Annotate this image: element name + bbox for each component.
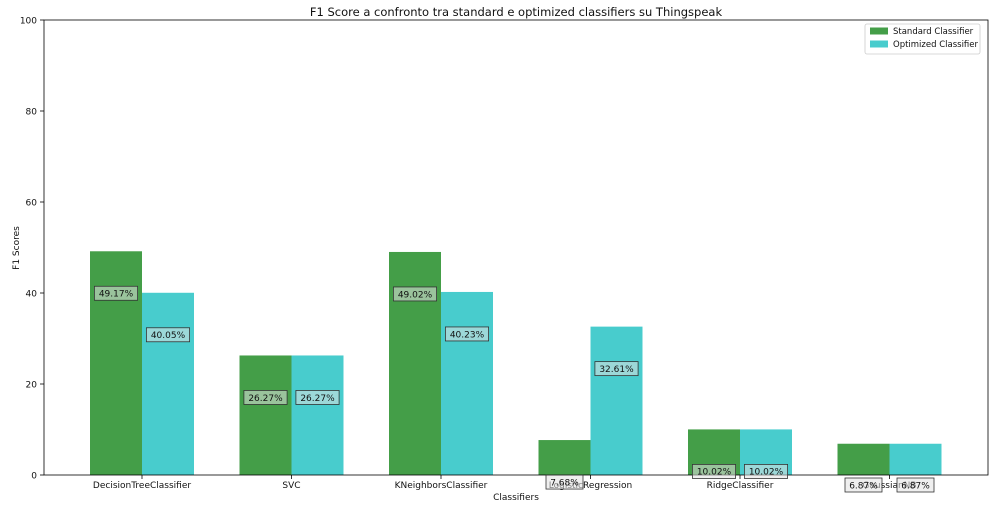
plot-frame bbox=[43, 19, 989, 476]
y-tick-label: 40 bbox=[26, 290, 38, 300]
y-tick-label: 60 bbox=[26, 199, 38, 209]
legend-label: Optimized Classifier bbox=[893, 40, 979, 50]
data-label: 10.02% bbox=[749, 468, 784, 478]
data-label: 49.02% bbox=[398, 290, 433, 300]
data-label-box bbox=[295, 390, 340, 405]
y-tick-label: 0 bbox=[31, 472, 37, 482]
data-label-box bbox=[545, 474, 584, 490]
x-tick-label: DecisionTreeClassifier bbox=[93, 481, 191, 491]
bar-optimized-1 bbox=[291, 355, 344, 475]
data-label-box bbox=[444, 326, 489, 342]
x-axis-label: Classifiers bbox=[493, 493, 539, 503]
x-tick-label: LogisticRegression bbox=[549, 481, 632, 491]
plot-area: 0 20 40 60 80 100 DecisionTreeClassifier SVC KNe… bbox=[20, 17, 989, 493]
y-tick-label: 100 bbox=[20, 17, 37, 27]
y-tick-label: 80 bbox=[26, 108, 38, 118]
data-label-box bbox=[243, 390, 288, 405]
data-label: 49.17% bbox=[99, 290, 134, 300]
x-tick-label: KNeighborsClassifier bbox=[395, 481, 488, 491]
data-label-box bbox=[744, 464, 789, 479]
legend-box bbox=[864, 23, 981, 55]
data-label-box bbox=[692, 464, 737, 479]
bar-optimized-0 bbox=[142, 292, 194, 475]
data-label: 32.61% bbox=[599, 365, 634, 375]
x-tick-label: SVC bbox=[282, 481, 300, 491]
bar-standard-2 bbox=[389, 251, 441, 475]
data-label-box bbox=[145, 327, 190, 343]
y-tick-label: 20 bbox=[26, 381, 38, 391]
data-label: 6.87% bbox=[849, 481, 878, 491]
data-label-box bbox=[594, 361, 639, 377]
bar-optimized-3 bbox=[590, 326, 643, 475]
legend-swatch-0 bbox=[870, 27, 888, 35]
bar-optimized-2 bbox=[441, 291, 493, 475]
data-label: 26.27% bbox=[248, 394, 283, 404]
data-label: 40.05% bbox=[151, 331, 186, 341]
data-label-box bbox=[392, 286, 437, 302]
legend-label: Standard Classifier bbox=[893, 27, 974, 37]
data-label: 7.68% bbox=[550, 478, 579, 488]
bar-standard-1 bbox=[239, 355, 292, 475]
data-label-box bbox=[844, 477, 883, 493]
y-axis-label: F1 Scores bbox=[12, 226, 22, 270]
data-label-box bbox=[94, 285, 139, 301]
legend-swatch-1 bbox=[870, 40, 888, 48]
bar-standard-5 bbox=[837, 443, 890, 475]
data-label: 40.23% bbox=[450, 330, 485, 340]
bar-standard-3 bbox=[538, 440, 591, 475]
x-tick-label: RidgeClassifier bbox=[707, 481, 774, 491]
data-label-box bbox=[896, 477, 935, 493]
data-label: 26.27% bbox=[300, 394, 335, 404]
data-label: 6.87% bbox=[901, 481, 930, 491]
x-tick-label: GaussianNB bbox=[862, 481, 916, 491]
data-label: 10.02% bbox=[697, 468, 732, 478]
bar-optimized-5 bbox=[889, 443, 942, 475]
chart-title: F1 Score a confronto tra standard e opti… bbox=[310, 5, 723, 19]
bar-standard-0 bbox=[90, 251, 142, 475]
